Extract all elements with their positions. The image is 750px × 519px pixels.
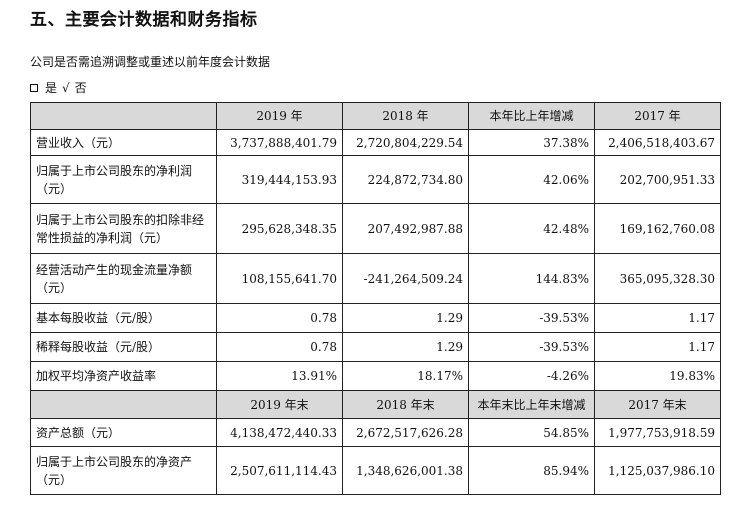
subheader-2018: 2018 年末 — [342, 390, 469, 419]
table-subheader-row: 2019 年末 2018 年末 本年末比上年末增减 2017 年末 — [30, 390, 721, 419]
cell-2019: 295,628,348.35 — [216, 203, 343, 254]
cell-2019: 13.91% — [216, 361, 343, 391]
header-2018: 2018 年 — [342, 102, 469, 130]
cell-change: 42.06% — [468, 155, 595, 204]
cell-2019: 319,444,153.93 — [216, 155, 343, 204]
table-header-row: 2019 年 2018 年 本年比上年增减 2017 年 — [30, 102, 721, 130]
cell-2018: 2,720,804,229.54 — [342, 129, 469, 156]
table-row: 营业收入（元） 3,737,888,401.79 2,720,804,229.5… — [30, 129, 721, 156]
table-row: 稀释每股收益（元/股） 0.78 1.29 -39.53% 1.17 — [30, 332, 721, 362]
header-2017: 2017 年 — [594, 102, 721, 130]
cell-2019: 0.78 — [216, 303, 343, 333]
cell-2018: 207,492,987.88 — [342, 203, 469, 254]
cell-2019: 0.78 — [216, 332, 343, 362]
cell-change: 54.85% — [468, 418, 595, 447]
cell-2017: 19.83% — [594, 361, 721, 391]
row-label: 经营活动产生的现金流量净额（元） — [30, 253, 217, 304]
row-label: 归属于上市公司股东的扣除非经常性损益的净利润（元） — [30, 203, 217, 254]
cell-change: 42.48% — [468, 203, 595, 254]
restatement-answer: 是 √ 否 — [30, 79, 87, 96]
table-row: 归属于上市公司股东的净资产（元） 2,507,611,114.43 1,348,… — [30, 446, 721, 495]
cell-2017: 1,125,037,986.10 — [594, 446, 721, 495]
cell-2018: 2,672,517,626.28 — [342, 418, 469, 447]
cell-2017: 1.17 — [594, 303, 721, 333]
cell-2018: -241,264,509.24 — [342, 253, 469, 304]
row-label: 归属于上市公司股东的净资产（元） — [30, 446, 217, 495]
restatement-question: 公司是否需追溯调整或重述以前年度会计数据 — [30, 55, 271, 69]
subheader-change: 本年末比上年末增减 — [468, 390, 595, 419]
cell-change: 37.38% — [468, 129, 595, 156]
table-row: 基本每股收益（元/股） 0.78 1.29 -39.53% 1.17 — [30, 303, 721, 333]
cell-2018: 1.29 — [342, 332, 469, 362]
answer-no: 否 — [74, 81, 87, 95]
header-change: 本年比上年增减 — [468, 102, 595, 130]
table-row: 归属于上市公司股东的扣除非经常性损益的净利润（元） 295,628,348.35… — [30, 203, 721, 254]
cell-change: -39.53% — [468, 303, 595, 333]
cell-2018: 1,348,626,001.38 — [342, 446, 469, 495]
subheader-2019: 2019 年末 — [216, 390, 343, 419]
cell-change: -4.26% — [468, 361, 595, 391]
cell-2019: 2,507,611,114.43 — [216, 446, 343, 495]
cell-change: -39.53% — [468, 332, 595, 362]
answer-yes: 是 — [45, 81, 58, 95]
table-row: 归属于上市公司股东的净利润（元） 319,444,153.93 224,872,… — [30, 155, 721, 204]
row-label: 营业收入（元） — [30, 129, 217, 156]
cell-2018: 224,872,734.80 — [342, 155, 469, 204]
cell-2019: 4,138,472,440.33 — [216, 418, 343, 447]
checkbox-icon — [30, 83, 38, 92]
row-label: 资产总额（元） — [30, 418, 217, 447]
cell-change: 144.83% — [468, 253, 595, 304]
table-row: 经营活动产生的现金流量净额（元） 108,155,641.70 -241,264… — [30, 253, 721, 304]
cell-2018: 18.17% — [342, 361, 469, 391]
section-title: 五、主要会计数据和财务指标 — [30, 10, 258, 30]
cell-2017: 365,095,328.30 — [594, 253, 721, 304]
header-blank — [30, 102, 217, 130]
cell-2017: 2,406,518,403.67 — [594, 129, 721, 156]
cell-2019: 3,737,888,401.79 — [216, 129, 343, 156]
header-2019: 2019 年 — [216, 102, 343, 130]
cell-2017: 1,977,753,918.59 — [594, 418, 721, 447]
subheader-blank — [30, 390, 217, 419]
cell-2017: 169,162,760.08 — [594, 203, 721, 254]
cell-2019: 108,155,641.70 — [216, 253, 343, 304]
cell-2017: 1.17 — [594, 332, 721, 362]
cell-2018: 1.29 — [342, 303, 469, 333]
row-label: 基本每股收益（元/股） — [30, 303, 217, 333]
table-row: 加权平均净资产收益率 13.91% 18.17% -4.26% 19.83% — [30, 361, 721, 391]
cell-2017: 202,700,951.33 — [594, 155, 721, 204]
row-label: 稀释每股收益（元/股） — [30, 332, 217, 362]
row-label: 加权平均净资产收益率 — [30, 361, 217, 391]
answer-mark: √ — [62, 80, 70, 95]
table-row: 资产总额（元） 4,138,472,440.33 2,672,517,626.2… — [30, 418, 721, 447]
cell-change: 85.94% — [468, 446, 595, 495]
row-label: 归属于上市公司股东的净利润（元） — [30, 155, 217, 204]
financial-table: 2019 年 2018 年 本年比上年增减 2017 年 营业收入（元） 3,7… — [30, 102, 721, 495]
subheader-2017: 2017 年末 — [594, 390, 721, 419]
